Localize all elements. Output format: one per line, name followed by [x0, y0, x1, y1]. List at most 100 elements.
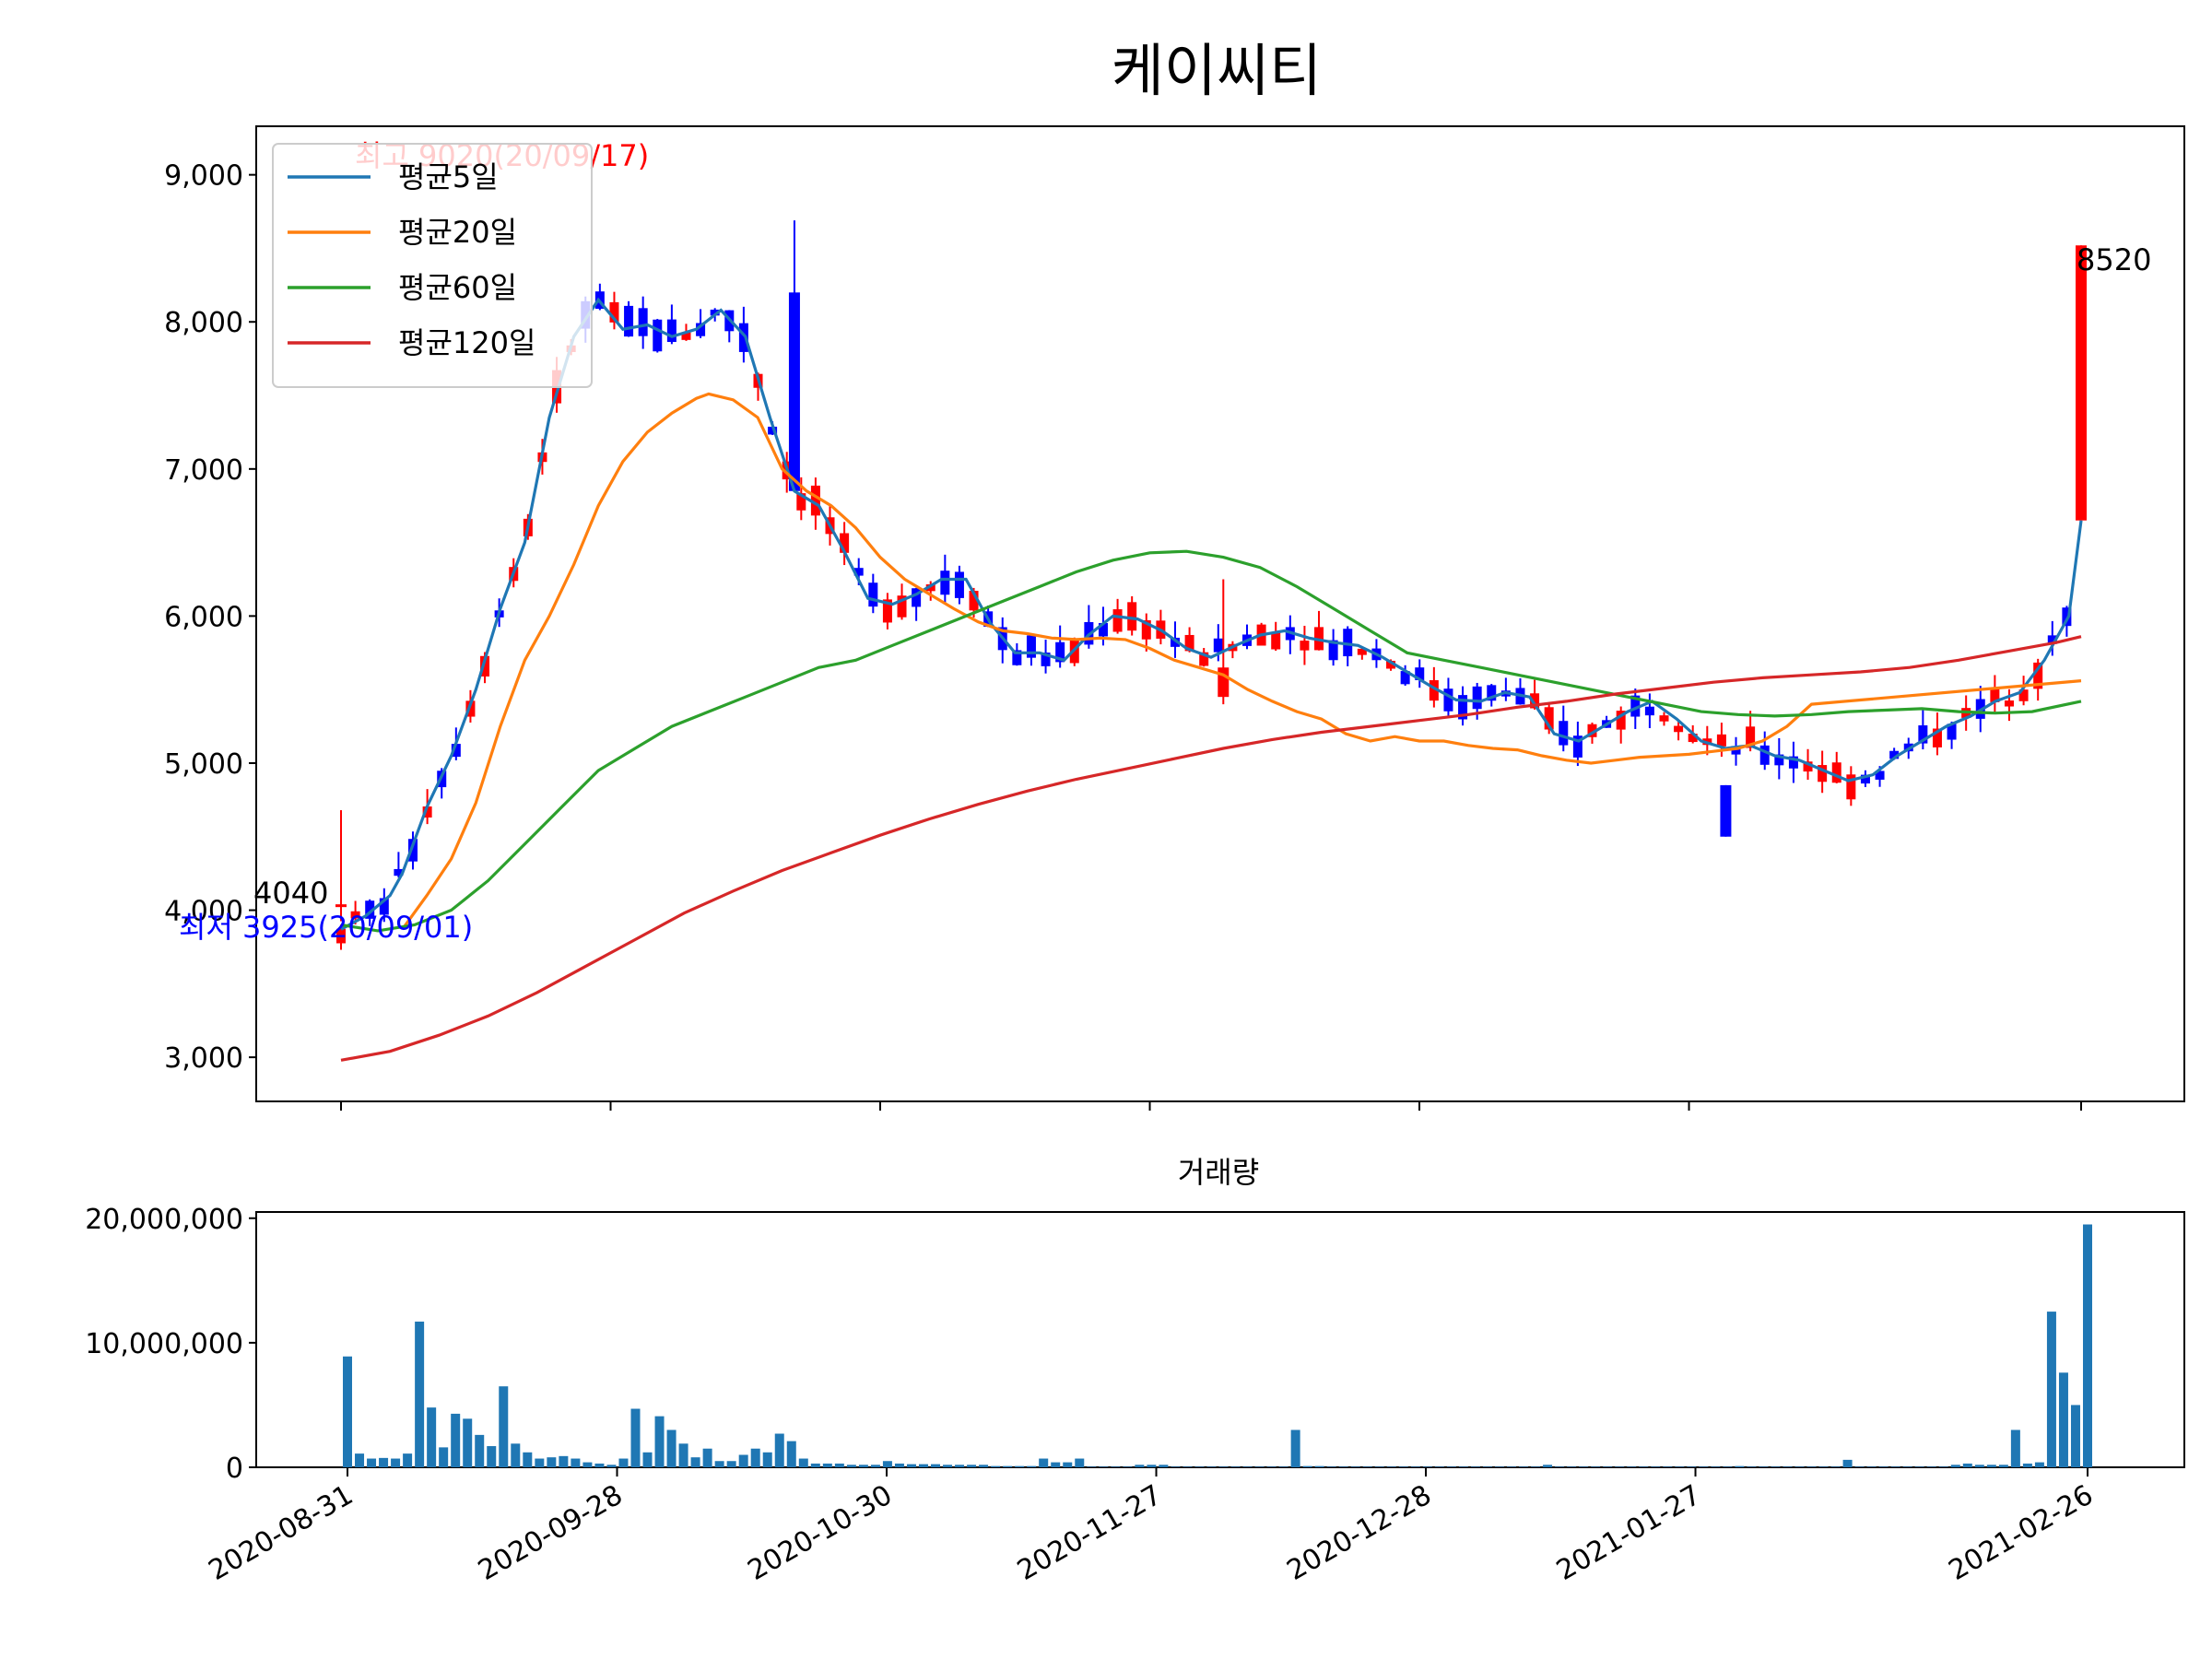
candle-body	[897, 595, 907, 618]
volume-bar	[1890, 1466, 1900, 1467]
volume-bar	[1482, 1466, 1492, 1467]
price-y-tick-label: 6,000	[164, 601, 243, 633]
candle-body	[1400, 671, 1410, 685]
volume-bar	[451, 1413, 461, 1467]
volume-bar	[1555, 1466, 1565, 1467]
volume-bar	[1986, 1465, 1996, 1467]
volume-bar	[1111, 1466, 1121, 1467]
volume-bar	[1494, 1466, 1504, 1467]
volume-title: 거래량	[1178, 1155, 1259, 1190]
candle-body	[394, 868, 404, 877]
volume-bar	[642, 1452, 653, 1467]
candle-body	[1875, 771, 1885, 780]
volume-x-tick-label: 2020-11-27	[1012, 1479, 1167, 1587]
candle-body	[1199, 652, 1209, 666]
candle-body	[912, 588, 922, 607]
candle-body	[1055, 641, 1065, 663]
volume-bar	[2034, 1462, 2044, 1467]
volume-bar	[1087, 1466, 1097, 1467]
last-close-annotation: 8520	[2077, 242, 2151, 277]
volume-y-tick-label: 20,000,000	[85, 1204, 243, 1236]
volume-bar	[1458, 1466, 1468, 1467]
candle-body	[1530, 693, 1540, 709]
volume-bar	[379, 1457, 389, 1467]
candle-body	[2033, 662, 2043, 689]
volume-bar	[391, 1458, 401, 1467]
candle-body	[810, 485, 820, 516]
candle-body	[1141, 620, 1151, 640]
volume-bar	[1962, 1463, 1972, 1467]
candle-body	[1271, 632, 1281, 650]
volume-bar	[1314, 1465, 1324, 1467]
price-plot-area	[335, 220, 2087, 1062]
volume-x-tick-label: 2021-01-27	[1551, 1479, 1706, 1587]
candle-body	[480, 655, 490, 677]
volume-bar	[523, 1452, 533, 1467]
price-x-axis	[340, 1101, 2082, 1111]
volume-bar	[2046, 1312, 2056, 1467]
candle-body	[653, 319, 663, 352]
candle-body	[696, 323, 706, 336]
legend-label: 평균5일	[398, 159, 499, 194]
volume-bar	[1818, 1466, 1829, 1467]
volume-bar	[654, 1416, 665, 1467]
candle-body	[1127, 602, 1137, 631]
candle-body-key	[335, 904, 347, 908]
volume-bar	[1603, 1466, 1613, 1467]
volume-bar	[1194, 1466, 1205, 1467]
volume-y-axis: 0 10,000,000 20,000,000	[85, 1204, 256, 1485]
volume-bar	[1350, 1466, 1360, 1467]
volume-bar	[1374, 1466, 1384, 1467]
price-y-tick-label: 7,000	[164, 454, 243, 487]
volume-bar	[666, 1430, 677, 1467]
volume-bar	[463, 1418, 473, 1467]
volume-bar	[1302, 1465, 1312, 1467]
volume-plot-area	[343, 1224, 2092, 1467]
candle-body	[1803, 761, 1813, 772]
volume-bar	[1422, 1466, 1432, 1467]
candle-body-key	[1218, 667, 1230, 698]
volume-bar	[1639, 1466, 1649, 1467]
volume-bar	[702, 1448, 712, 1467]
volume-bar	[1099, 1466, 1109, 1467]
legend-label: 평균20일	[398, 215, 517, 250]
volume-bar	[1242, 1466, 1253, 1467]
volume-x-tick-label: 2021-02-26	[1944, 1479, 2099, 1587]
volume-bar	[943, 1465, 953, 1467]
candle-body	[868, 582, 878, 607]
price-axes-frame	[255, 125, 2185, 1102]
volume-bar	[774, 1433, 784, 1467]
candle-body	[681, 332, 691, 340]
volume-bar	[1842, 1459, 1853, 1467]
volume-bar	[1386, 1466, 1396, 1467]
volume-bar	[1254, 1466, 1265, 1467]
candle-body	[1759, 745, 1770, 765]
candle-body	[1213, 638, 1223, 653]
candle-body	[738, 323, 748, 352]
volume-bar	[1398, 1466, 1408, 1467]
volume-bar	[559, 1455, 569, 1467]
candle-body	[1415, 667, 1425, 680]
volume-y-tick-label: 10,000,000	[85, 1328, 243, 1360]
candle-body	[2062, 607, 2072, 627]
candle-body	[638, 308, 648, 336]
volume-bar	[714, 1461, 724, 1467]
volume-bar	[822, 1463, 832, 1467]
volume-bar	[1446, 1466, 1456, 1467]
volume-bar	[547, 1457, 557, 1467]
volume-bar	[606, 1465, 617, 1467]
volume-bar	[511, 1443, 521, 1467]
candle-body	[1716, 734, 1726, 747]
volume-bar	[1902, 1466, 1912, 1467]
volume-bar	[367, 1458, 377, 1467]
volume-x-axis: 2020-08-31 2020-09-28 2020-10-30 2020-11-27…	[204, 1467, 2099, 1587]
volume-bar	[1914, 1466, 1924, 1467]
volume-bar	[1362, 1466, 1372, 1467]
ma-line-3	[340, 549, 2082, 933]
volume-bar	[2083, 1224, 2092, 1467]
price-y-tick-label: 3,000	[164, 1042, 243, 1075]
candle-body	[1012, 650, 1022, 665]
candle-body	[2004, 700, 2014, 707]
volume-bar	[1747, 1466, 1757, 1467]
volume-bar	[1075, 1458, 1085, 1467]
